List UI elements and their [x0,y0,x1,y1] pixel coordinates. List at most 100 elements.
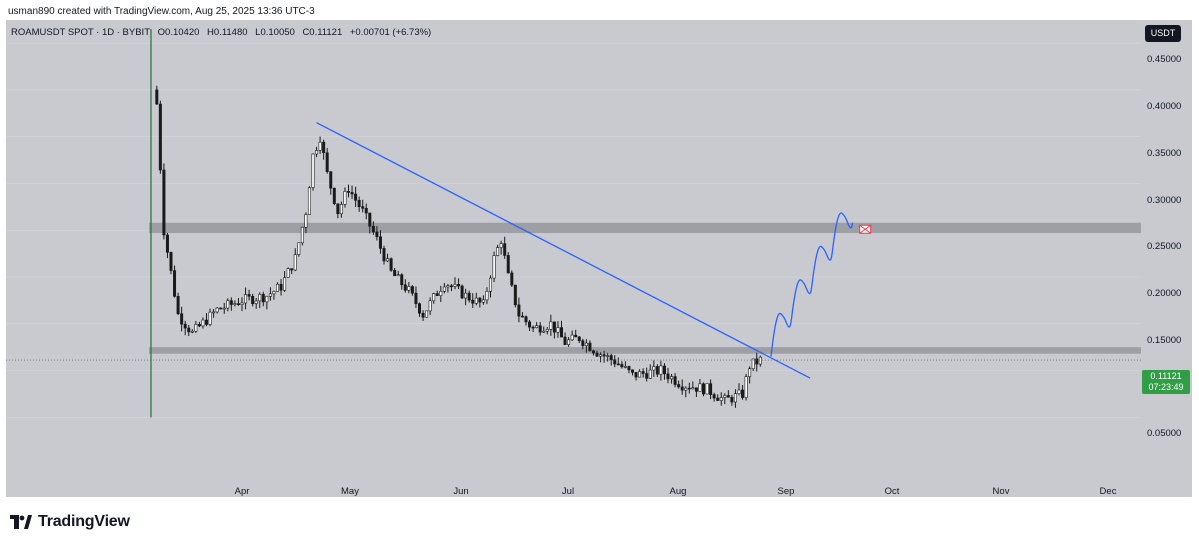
candle-body [748,368,752,377]
candle-body [726,395,730,398]
candle-body [208,311,212,325]
candle-body [588,342,592,352]
candle-body [322,141,326,154]
candle-body [680,386,684,391]
candle-body [194,324,198,332]
candle-body [236,303,240,305]
candle-body [481,299,485,303]
candle-body [173,270,177,297]
candle-body [244,294,248,304]
candle-body [570,334,574,341]
candle-body [254,300,258,305]
candle-body [648,369,652,379]
candle-body [733,393,737,403]
candle-body [329,171,333,189]
candle-body [400,274,404,286]
candle-body [755,358,759,365]
candle-body [275,283,279,292]
candle-body [268,293,272,297]
candle-body [332,187,336,205]
candle-body [737,389,741,394]
candle-body [233,303,237,305]
open-value: O0.10420 [157,27,200,38]
candle-body [354,193,358,201]
candle-body [325,152,329,172]
sr-zone [149,347,1141,354]
candle-body [620,364,624,368]
candle-body [492,255,496,279]
close-value: C0.11121 [302,27,343,38]
candle-body [577,336,581,341]
candle-body [581,340,585,346]
candle-body [616,363,620,366]
candle-body [506,255,510,274]
candle-body [499,243,503,249]
candle-body [389,258,393,271]
candle-body [180,313,184,325]
candle-body [574,334,578,338]
candle-body [162,169,166,236]
last-price-badge: 0.11121 07:23:49 [1142,370,1190,394]
candle-body [510,272,514,286]
candle-body [155,89,159,105]
y-tick-label: 0.30000 [1147,195,1182,206]
sr-zone [149,222,1141,234]
x-tick-label: Jun [453,486,469,497]
candle-body [559,327,563,338]
candle-body [346,191,350,193]
candle-body [701,383,705,395]
candle-body [673,376,677,385]
candle-body [609,355,613,361]
candle-body [730,397,734,403]
candle-body [716,397,720,401]
x-tick-label: Apr [234,486,250,497]
candle-body [432,293,436,302]
candle-body [467,292,471,301]
chart-canvas[interactable] [6,20,1192,497]
candle-body [545,329,549,332]
candle-body [357,200,361,207]
candle-body [407,286,411,291]
candle-body [531,326,535,329]
low-value: L0.10050 [255,27,295,38]
candle-body [687,387,691,390]
candle-body [410,286,414,294]
candle-body [240,302,244,305]
candle-body [744,376,748,398]
candle-body [591,350,595,354]
candle-body [535,325,539,328]
candle-body [350,192,354,195]
candle-body [471,299,475,304]
candle-body [215,307,219,313]
candle-body [552,321,556,333]
candle-body [542,330,546,333]
tradingview-logo[interactable]: TradingView [10,513,130,531]
candle-body [513,284,517,306]
chart-frame[interactable]: ROAMUSDT SPOT · 1D · BYBIT O0.10420 H0.1… [6,20,1192,497]
last-price-value: 0.11121 [1150,371,1182,381]
candle-body [205,319,209,325]
candle-body [386,258,390,262]
currency-badge[interactable]: USDT [1145,25,1181,42]
symbol-label[interactable]: ROAMUSDT SPOT · 1D · BYBIT [11,27,151,38]
y-tick-label: 0.25000 [1147,241,1182,252]
candle-body [567,339,571,345]
candle-body [641,371,645,374]
candle-body [645,373,649,379]
candle-body [158,103,162,171]
candle-body [613,359,617,365]
candle-body [396,274,400,277]
candle-body [304,214,308,228]
candle-body [606,355,610,357]
candle-body [662,365,666,375]
candle-body [528,321,532,328]
candle-body [265,296,269,303]
candle-body [723,395,727,398]
candle-body [446,285,450,288]
candle-body [421,312,425,318]
candle-body [503,243,507,256]
candle-body [634,372,638,378]
candle-body [623,366,627,368]
candle-body [478,297,482,303]
candle-body [307,187,311,215]
